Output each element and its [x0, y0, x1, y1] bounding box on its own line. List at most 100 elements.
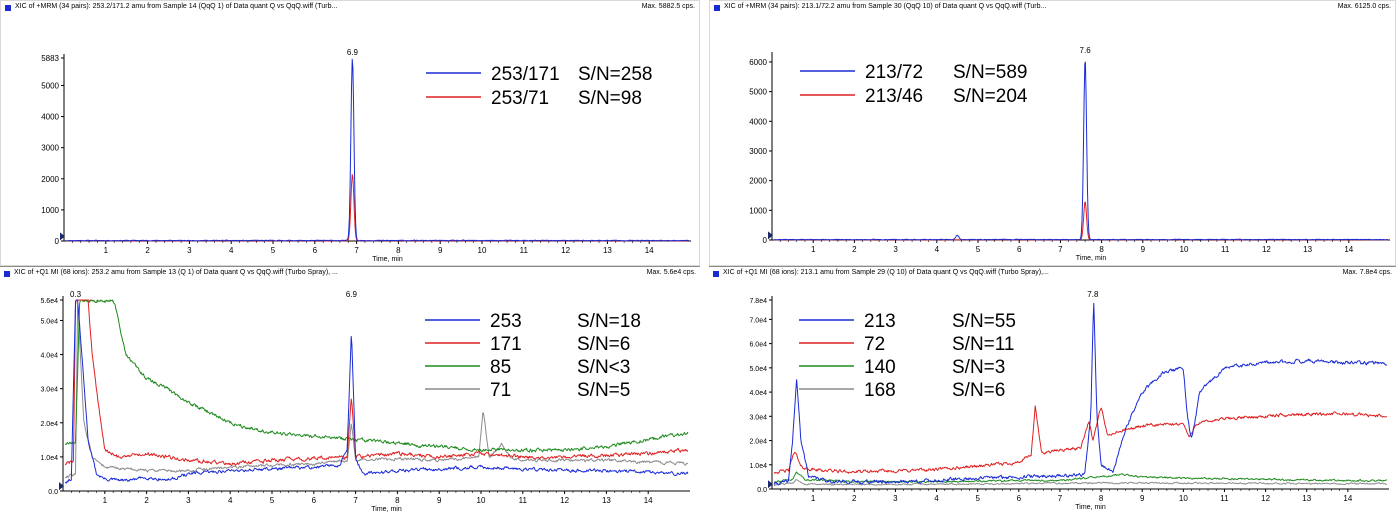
- legend-sn-value: S/N=3: [952, 357, 1005, 378]
- y-tick-label: 2000: [41, 175, 59, 184]
- chromatogram-plot: 0.0 1.0e4 2.0e4 3.0e4 4.0e4 5.0e4 6.0e4 7.0e4 7.…: [749, 290, 1389, 511]
- x-tick-label: 9: [1141, 245, 1146, 254]
- y-tick-label: 5.0e4: [749, 366, 767, 373]
- x-tick-label: 12: [1261, 494, 1270, 503]
- peak-label: 0.3: [70, 290, 82, 299]
- x-tick-label: 6: [1017, 245, 1022, 254]
- x-tick-label: 2: [145, 246, 150, 255]
- max-intensity: Max. 5.6e4 cps.: [646, 269, 696, 276]
- x-tick-label: 8: [395, 496, 400, 505]
- series-line-168: [774, 479, 1387, 486]
- y-tick-label: 3000: [41, 144, 59, 153]
- x-axis-title: Time, min: [1076, 255, 1107, 262]
- x-tick-label: 6: [1017, 494, 1022, 503]
- chart-header: XIC of +MRM (34 pairs): 213.1/72.2 amu f…: [710, 1, 1395, 15]
- series-line-253: [64, 299, 689, 484]
- legend-label: 253/71: [491, 88, 549, 109]
- series-line-213: [773, 302, 1388, 486]
- legend-sn-value: S/N=6: [577, 334, 630, 355]
- series-line-71: [65, 304, 689, 479]
- x-tick-label: 10: [477, 496, 486, 505]
- x-tick-label: 9: [438, 246, 443, 255]
- x-tick-label: 7: [353, 496, 358, 505]
- x-tick-label: 1: [104, 246, 109, 255]
- x-tick-label: 4: [934, 494, 939, 503]
- series-color-square-icon: [713, 271, 719, 277]
- x-tick-label: 12: [560, 496, 569, 505]
- legend-label: 253/171: [491, 64, 560, 85]
- y-tick-label: 5.0e4: [40, 318, 58, 325]
- y-tick-label: 5883: [41, 54, 59, 63]
- legend-label: 168: [864, 380, 896, 401]
- start-marker-icon: [768, 480, 773, 489]
- x-tick-label: 5: [271, 246, 276, 255]
- x-tick-label: 13: [602, 496, 611, 505]
- legend-label: 213: [864, 311, 896, 332]
- legend-label: 213/72: [865, 62, 923, 83]
- x-tick-label: 7: [354, 246, 359, 255]
- start-marker-icon: [59, 482, 64, 491]
- x-tick-label: 3: [893, 494, 898, 503]
- y-tick-label: 0: [55, 237, 60, 246]
- chart-title: XIC of +Q1 MI (68 ions): 213.1 amu from …: [723, 269, 1049, 276]
- x-tick-label: 2: [852, 245, 857, 254]
- legend-label: 71: [490, 380, 511, 401]
- series-line-253-171: [66, 58, 689, 242]
- legend-sn-value: S/N=204: [953, 86, 1028, 107]
- legend-sn-value: S/N=11: [952, 334, 1015, 355]
- legend-sn-value: S/N=589: [953, 62, 1027, 83]
- y-tick-label: 2.0e4: [40, 421, 58, 428]
- x-tick-label: 14: [644, 496, 653, 505]
- series-line-213-72: [774, 61, 1389, 241]
- series-line-171: [64, 299, 689, 467]
- x-tick-label: 10: [1180, 245, 1189, 254]
- x-tick-label: 3: [893, 245, 898, 254]
- x-tick-label: 5: [270, 496, 275, 505]
- x-tick-label: 1: [103, 496, 108, 505]
- x-tick-label: 1: [811, 245, 816, 254]
- y-tick-label: 2000: [749, 177, 767, 186]
- y-tick-label: 3.0e4: [749, 414, 767, 421]
- chart-panel-2: XIC of +MRM (34 pairs): 213.1/72.2 amu f…: [709, 0, 1396, 266]
- y-tick-label: 3000: [749, 147, 767, 156]
- y-tick-label: 4000: [41, 113, 59, 122]
- x-tick-label: 9: [1140, 494, 1145, 503]
- peak-label: 7.6: [1080, 46, 1092, 55]
- y-tick-label: 1.0e4: [40, 455, 58, 462]
- chart-title: XIC of +Q1 MI (68 ions): 253.2 amu from …: [14, 269, 338, 276]
- y-tick-label: 0.0: [48, 489, 58, 496]
- legend-sn-value: S/N=18: [577, 311, 641, 332]
- x-tick-label: 12: [1262, 245, 1271, 254]
- x-axis-title: Time, min: [372, 256, 403, 263]
- x-tick-label: 8: [1099, 245, 1104, 254]
- start-marker-icon: [60, 232, 65, 241]
- x-tick-label: 14: [1344, 245, 1353, 254]
- x-tick-label: 6: [312, 496, 317, 505]
- y-tick-label: 6000: [749, 58, 767, 67]
- x-tick-label: 13: [1303, 245, 1312, 254]
- x-tick-label: 11: [1221, 245, 1230, 254]
- series-line-85: [64, 299, 689, 453]
- x-tick-label: 5: [976, 245, 981, 254]
- legend-label: 171: [490, 334, 522, 355]
- x-tick-label: 4: [229, 246, 234, 255]
- x-tick-label: 6: [313, 246, 318, 255]
- series-color-square-icon: [4, 271, 10, 277]
- y-tick-label: 4.0e4: [749, 390, 767, 397]
- x-tick-label: 11: [1220, 494, 1229, 503]
- chart-title: XIC of +MRM (34 pairs): 213.1/72.2 amu f…: [724, 3, 1047, 10]
- x-tick-label: 14: [1343, 494, 1352, 503]
- x-tick-label: 2: [144, 496, 149, 505]
- legend-label: 72: [864, 334, 885, 355]
- x-tick-label: 4: [935, 245, 940, 254]
- legend-sn-value: S/N=98: [578, 88, 642, 109]
- series-line-72: [773, 405, 1387, 474]
- chart-panel-3: XIC of +Q1 MI (68 ions): 253.2 amu from …: [0, 266, 700, 513]
- x-tick-label: 9: [437, 496, 442, 505]
- x-tick-label: 11: [519, 496, 528, 505]
- x-tick-label: 12: [561, 246, 570, 255]
- y-tick-label: 4000: [749, 117, 767, 126]
- x-tick-label: 10: [1179, 494, 1188, 503]
- max-intensity: Max. 7.8e4 cps.: [1342, 269, 1392, 276]
